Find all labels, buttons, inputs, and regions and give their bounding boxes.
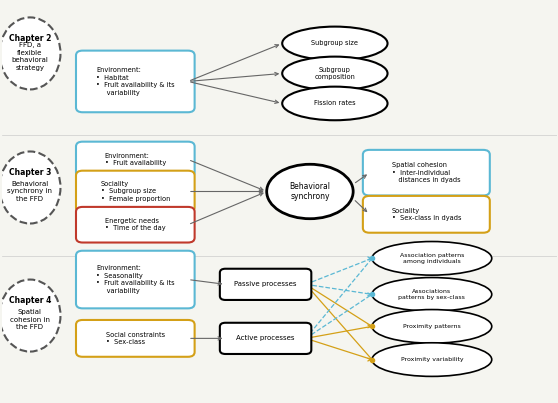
FancyBboxPatch shape bbox=[363, 150, 490, 195]
Text: Association patterns
among individuals: Association patterns among individuals bbox=[400, 253, 464, 264]
Ellipse shape bbox=[372, 278, 492, 311]
Ellipse shape bbox=[0, 152, 60, 224]
Text: Behavioral
synchrony in
the FFD: Behavioral synchrony in the FFD bbox=[7, 181, 52, 202]
Ellipse shape bbox=[372, 310, 492, 343]
Text: Behavioral
synchrony: Behavioral synchrony bbox=[290, 182, 330, 201]
FancyBboxPatch shape bbox=[363, 196, 490, 233]
FancyBboxPatch shape bbox=[76, 171, 195, 212]
Ellipse shape bbox=[282, 27, 388, 60]
Ellipse shape bbox=[282, 87, 388, 120]
Text: Environment:
•  Habitat
•  Fruit availability & its
     variability: Environment: • Habitat • Fruit availabil… bbox=[96, 67, 175, 96]
Text: Spatial
cohesion in
the FFD: Spatial cohesion in the FFD bbox=[10, 309, 50, 330]
FancyBboxPatch shape bbox=[220, 323, 311, 354]
Ellipse shape bbox=[282, 56, 388, 90]
Text: Proximity patterns: Proximity patterns bbox=[403, 324, 461, 329]
Text: Chapter 3: Chapter 3 bbox=[9, 168, 51, 177]
FancyBboxPatch shape bbox=[76, 251, 195, 308]
FancyBboxPatch shape bbox=[76, 51, 195, 112]
Ellipse shape bbox=[267, 164, 353, 219]
Text: Sociality
•  Subgroup size
•  Female proportion: Sociality • Subgroup size • Female propo… bbox=[100, 181, 170, 202]
Ellipse shape bbox=[0, 17, 60, 89]
Ellipse shape bbox=[372, 241, 492, 275]
Text: Chapter 2: Chapter 2 bbox=[9, 34, 51, 43]
Text: Subgroup
composition: Subgroup composition bbox=[315, 67, 355, 80]
Text: Environment:
•  Fruit availability: Environment: • Fruit availability bbox=[105, 153, 166, 166]
Text: Social constraints
•  Sex-class: Social constraints • Sex-class bbox=[106, 332, 165, 345]
Text: Chapter 4: Chapter 4 bbox=[9, 296, 51, 305]
Text: Subgroup size: Subgroup size bbox=[311, 40, 358, 46]
Ellipse shape bbox=[0, 280, 60, 351]
FancyBboxPatch shape bbox=[76, 320, 195, 357]
Text: Passive processes: Passive processes bbox=[234, 281, 297, 287]
Text: Energetic needs
•  Time of the day: Energetic needs • Time of the day bbox=[105, 218, 166, 231]
Ellipse shape bbox=[372, 343, 492, 376]
Text: Active processes: Active processes bbox=[237, 335, 295, 341]
Text: Associations
patterns by sex-class: Associations patterns by sex-class bbox=[398, 289, 465, 300]
Text: FFD, a
flexible
behavioral
strategy: FFD, a flexible behavioral strategy bbox=[12, 42, 49, 71]
Text: Sociality
•  Sex-class in dyads: Sociality • Sex-class in dyads bbox=[392, 208, 461, 221]
Text: Fission rates: Fission rates bbox=[314, 100, 355, 106]
FancyBboxPatch shape bbox=[220, 269, 311, 300]
Text: Spatial cohesion
•  Inter-individual
   distances in dyads: Spatial cohesion • Inter-individual dist… bbox=[392, 162, 461, 183]
FancyBboxPatch shape bbox=[76, 142, 195, 177]
FancyBboxPatch shape bbox=[76, 207, 195, 243]
Text: Proximity variability: Proximity variability bbox=[401, 357, 463, 362]
Text: Environment:
•  Seasonality
•  Fruit availability & its
     variability: Environment: • Seasonality • Fruit avail… bbox=[96, 265, 175, 294]
